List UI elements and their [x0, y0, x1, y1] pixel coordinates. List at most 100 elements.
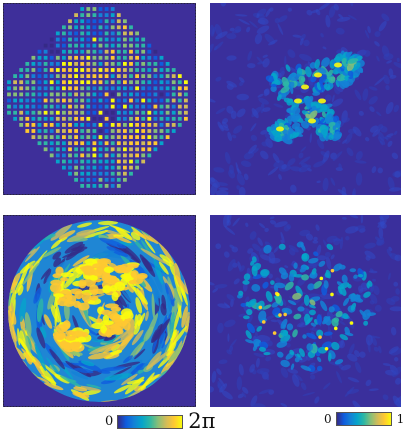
- speckle-spot: [303, 294, 310, 306]
- phase-dot: [92, 31, 97, 36]
- phase-fringe: [43, 314, 53, 329]
- speckle-spot: [318, 74, 327, 84]
- speckle-grain: [313, 236, 318, 241]
- speckle-grain: [299, 37, 304, 46]
- phase-dot: [123, 110, 127, 115]
- speckle-grain: [333, 3, 339, 11]
- phase-dot: [141, 92, 146, 97]
- speckle-spot: [297, 306, 305, 312]
- phase-dot: [129, 104, 133, 109]
- phase-dot: [19, 74, 24, 78]
- speckle-grain: [284, 265, 289, 268]
- phase-dot: [171, 110, 176, 115]
- phase-dot: [86, 104, 91, 109]
- speckle-spot: [337, 286, 343, 295]
- phase-fringe: [25, 351, 33, 365]
- phase-blob: [105, 329, 113, 338]
- phase-dot: [49, 116, 54, 121]
- phase-dot: [98, 92, 103, 97]
- speckle-grain: [335, 27, 345, 35]
- phase-blob: [52, 331, 66, 339]
- phase-blob: [74, 290, 83, 300]
- phase-fringe: [99, 237, 127, 249]
- phase-dot: [43, 98, 48, 103]
- phase-dot: [7, 92, 11, 97]
- phase-dot: [62, 98, 66, 103]
- speckle-grain: [374, 236, 380, 242]
- phase-dot: [80, 171, 85, 176]
- phase-dot: [25, 123, 30, 127]
- speckle-spot: [272, 129, 281, 138]
- phase-dot: [37, 129, 42, 133]
- phase-fringe: [59, 375, 82, 388]
- speckle-grain: [394, 130, 398, 136]
- speckle-grain: [269, 216, 275, 220]
- phase-dot: [31, 55, 36, 60]
- phase-dot: [74, 92, 78, 97]
- phase-dot: [19, 98, 24, 103]
- speckle-grain: [234, 14, 248, 17]
- speckle-grain: [213, 167, 225, 173]
- phase-dot: [74, 13, 78, 17]
- phase-dot: [165, 80, 170, 85]
- speckle-grain: [274, 17, 280, 24]
- speckle-grain: [226, 55, 237, 61]
- speckle-grain: [368, 388, 379, 391]
- bottom-reconstruction-panel: [210, 215, 401, 407]
- phase-dot: [25, 80, 30, 85]
- phase-dot: [86, 49, 91, 54]
- phase-dot: [98, 116, 103, 121]
- phase-dot: [92, 37, 97, 42]
- speckle-grain: [292, 374, 300, 387]
- phase-dot: [141, 80, 146, 85]
- speckle-grain: [233, 278, 240, 285]
- speckle-spot: [288, 81, 295, 89]
- speckle-grain: [376, 55, 380, 62]
- phase-blob: [53, 293, 65, 298]
- phase-dot: [104, 92, 109, 97]
- phase-dot: [37, 55, 42, 60]
- phase-dot: [98, 49, 103, 54]
- speckle-grain: [372, 285, 380, 296]
- phase-dot: [104, 123, 109, 127]
- phase-fringe: [135, 297, 143, 314]
- phase-dot: [116, 68, 121, 72]
- speckle-grain: [268, 257, 281, 264]
- speckle-grain: [217, 322, 224, 334]
- phase-dot: [92, 110, 97, 115]
- speckle-grain: [298, 156, 311, 165]
- phase-dot: [19, 86, 24, 91]
- phase-dot: [49, 43, 54, 48]
- phase-dot: [110, 31, 115, 36]
- phase-dot: [141, 159, 146, 164]
- phase-dot: [80, 68, 85, 72]
- phase-dot: [31, 80, 36, 85]
- speckle-grain: [306, 9, 313, 16]
- speckle-spot: [346, 62, 354, 72]
- speckle-grain: [377, 167, 383, 174]
- phase-dot: [68, 31, 72, 36]
- phase-fringe: [137, 374, 160, 391]
- speckle-grain: [248, 144, 257, 154]
- phase-dot: [116, 147, 121, 152]
- phase-dot: [141, 141, 146, 146]
- phase-dot: [129, 116, 133, 121]
- phase-dot: [31, 68, 36, 72]
- speckle-grain: [324, 251, 331, 258]
- sampled-phase-grid-panel: [3, 3, 196, 195]
- speckle-grain: [393, 104, 400, 113]
- phase-fringe: [24, 312, 32, 337]
- phase-dot: [92, 153, 97, 158]
- speckle-grain: [213, 45, 218, 51]
- phase-dot: [116, 43, 121, 48]
- phase-dot: [80, 184, 85, 188]
- phase-blob: [77, 302, 90, 311]
- phase-dot: [92, 92, 97, 97]
- phase-fringe: [40, 268, 50, 280]
- phase-dot: [92, 43, 97, 48]
- speckle-grain: [262, 107, 271, 112]
- phase-dot: [74, 37, 78, 42]
- speckle-grain: [315, 224, 320, 231]
- phase-dot: [116, 49, 121, 54]
- phase-dot: [141, 55, 146, 60]
